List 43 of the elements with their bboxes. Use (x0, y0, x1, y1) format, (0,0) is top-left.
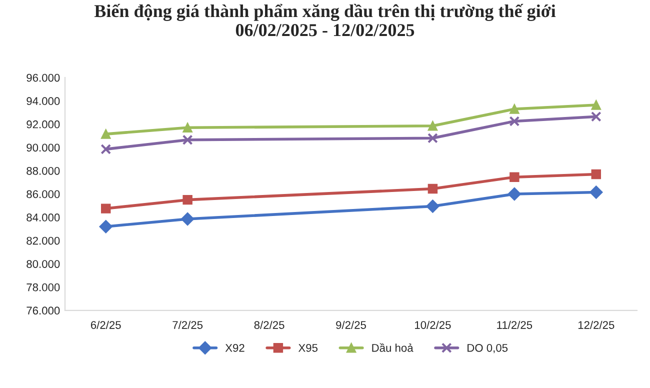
point (509, 116, 520, 126)
point (182, 134, 193, 146)
point (100, 204, 111, 214)
point (99, 220, 112, 234)
point (591, 100, 602, 110)
point (426, 200, 440, 213)
x-tick-label: 9/2/25 (336, 320, 366, 329)
y-tick-label: 86.000 (26, 190, 60, 198)
x-tick-label: 11/2/25 (497, 320, 532, 329)
x-tick-label: 10/2/25 (415, 320, 451, 329)
y-tick-label: 92.000 (26, 120, 60, 128)
y-tick-label: 88.000 (26, 166, 60, 175)
y-tick-label: 96.000 (26, 74, 60, 82)
point (590, 186, 603, 199)
x-tick-label: 8/2/25 (254, 320, 284, 329)
point (508, 187, 522, 201)
y-tick-label: 80.000 (26, 260, 60, 268)
legend-label: X95 (298, 344, 318, 352)
point (100, 129, 111, 139)
point (591, 169, 602, 180)
x-tick-label: 12/2/25 (578, 320, 614, 329)
point (182, 122, 192, 133)
point (180, 212, 194, 226)
y-tick-label: 84.000 (26, 214, 60, 222)
y-tick-label: 78.000 (26, 283, 60, 292)
x-tick-label: 7/2/25 (172, 320, 203, 329)
chart-title: Biến động giá thành phẩm xăng dầu trên thị trường thế giới 06/02/2025 - 12/02/2025 (94, 4, 556, 36)
y-tick-label: 76.000 (26, 306, 60, 315)
point (510, 104, 520, 114)
x-tick-label: 6/2/25 (90, 320, 121, 329)
y-tick-label: 94.000 (26, 97, 60, 106)
point (182, 194, 192, 205)
point (428, 121, 438, 131)
point (590, 111, 602, 122)
legend-label: Dầu hoả (372, 343, 414, 352)
y-tick-label: 90.000 (26, 144, 60, 152)
point (100, 144, 112, 154)
legend-label: X92 (225, 344, 244, 352)
legend-label: DO 0,05 (468, 344, 508, 354)
point (428, 184, 438, 194)
point (510, 172, 520, 182)
y-tick-label: 82.000 (26, 236, 60, 245)
point (428, 132, 438, 144)
